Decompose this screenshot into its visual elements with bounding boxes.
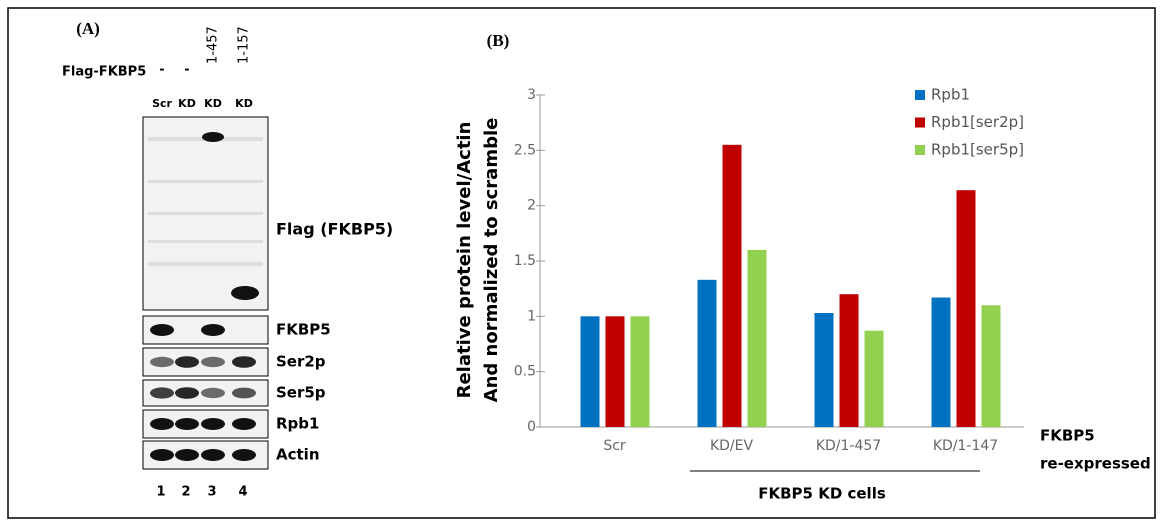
band — [175, 449, 199, 461]
band — [232, 388, 256, 399]
blot-label: Ser5p — [276, 384, 326, 402]
construct: - — [184, 63, 189, 78]
construct: - — [159, 63, 164, 78]
y-tick-label: 0.5 — [514, 364, 536, 380]
band — [201, 449, 225, 461]
band — [201, 388, 225, 398]
band — [175, 387, 199, 399]
lane-label: KD — [178, 97, 196, 110]
bar — [723, 145, 742, 427]
bar — [932, 298, 951, 427]
x-annotation: re-expressed — [1040, 455, 1151, 473]
band — [175, 356, 199, 368]
lane-number: 4 — [238, 485, 247, 500]
band — [175, 418, 199, 430]
legend-swatch — [915, 90, 925, 100]
band — [202, 132, 224, 142]
y-tick-label: 3 — [527, 87, 536, 103]
y-tick-label: 0 — [527, 419, 536, 435]
lane-number: 2 — [181, 485, 190, 500]
panel-b: (B) Relative protein level/Actin And nor… — [454, 31, 1151, 503]
bar — [631, 316, 650, 427]
lane-number: 1 — [156, 485, 165, 500]
bar — [581, 316, 600, 427]
x-tick-label: KD/EV — [710, 438, 754, 454]
x-tick-label: Scr — [603, 438, 626, 454]
band — [232, 449, 256, 461]
lane-number: 3 — [207, 485, 216, 500]
group-label: FKBP5 KD cells — [758, 485, 886, 503]
figure: (A) Flag-FKBP5 - - 1-457 1-157 Scr KD KD KD 1 2 3 4… — [0, 0, 1163, 527]
panel-label: (A) — [76, 19, 100, 38]
construct: 1-457 — [206, 26, 221, 64]
legend-swatch — [915, 118, 925, 128]
band — [201, 418, 225, 430]
legend-swatch — [915, 145, 925, 155]
legend-label: Rpb1[ser5p] — [931, 141, 1024, 159]
y-tick-label: 1.5 — [514, 253, 536, 269]
band — [232, 356, 256, 368]
blot-label: FKBP5 — [276, 321, 331, 339]
legend-label: Rpb1 — [931, 86, 970, 104]
bar — [698, 280, 717, 427]
y-axis-label: And normalized to scramble — [481, 118, 502, 403]
row-label: Flag-FKBP5 — [62, 65, 146, 80]
band — [150, 324, 174, 336]
band — [150, 449, 174, 461]
bar — [606, 316, 625, 427]
blot-label: Rpb1 — [276, 415, 319, 433]
band — [201, 324, 225, 336]
band — [150, 387, 174, 398]
panel-a: (A) Flag-FKBP5 - - 1-457 1-157 Scr KD KD KD 1 2 3 4… — [62, 19, 393, 500]
blot-label: Flag (FKBP5) — [276, 220, 393, 239]
y-tick-label: 2 — [527, 198, 536, 214]
legend-label: Rpb1[ser2p] — [931, 113, 1024, 131]
blot-label: Ser2p — [276, 353, 326, 371]
bar — [982, 305, 1001, 427]
lane-label: KD — [204, 97, 222, 110]
y-tick-label: 2.5 — [514, 142, 536, 158]
construct: 1-157 — [237, 26, 252, 64]
bar — [865, 331, 884, 427]
bar — [748, 250, 767, 427]
y-tick-label: 1 — [527, 308, 536, 324]
bar — [957, 190, 976, 427]
band — [150, 418, 174, 430]
x-tick-label: KD/1-147 — [933, 438, 998, 454]
band — [150, 357, 174, 367]
bar — [840, 294, 859, 427]
lane-label: KD — [235, 97, 253, 110]
y-axis-label: Relative protein level/Actin — [454, 122, 475, 399]
blot-label: Actin — [276, 446, 320, 464]
band — [231, 286, 259, 300]
x-annotation: FKBP5 — [1040, 427, 1095, 445]
panel-label: (B) — [487, 31, 510, 50]
lane-label: Scr — [152, 97, 172, 110]
x-tick-label: KD/1-457 — [816, 438, 881, 454]
band — [201, 357, 225, 367]
band — [232, 418, 256, 430]
bar — [815, 313, 834, 427]
